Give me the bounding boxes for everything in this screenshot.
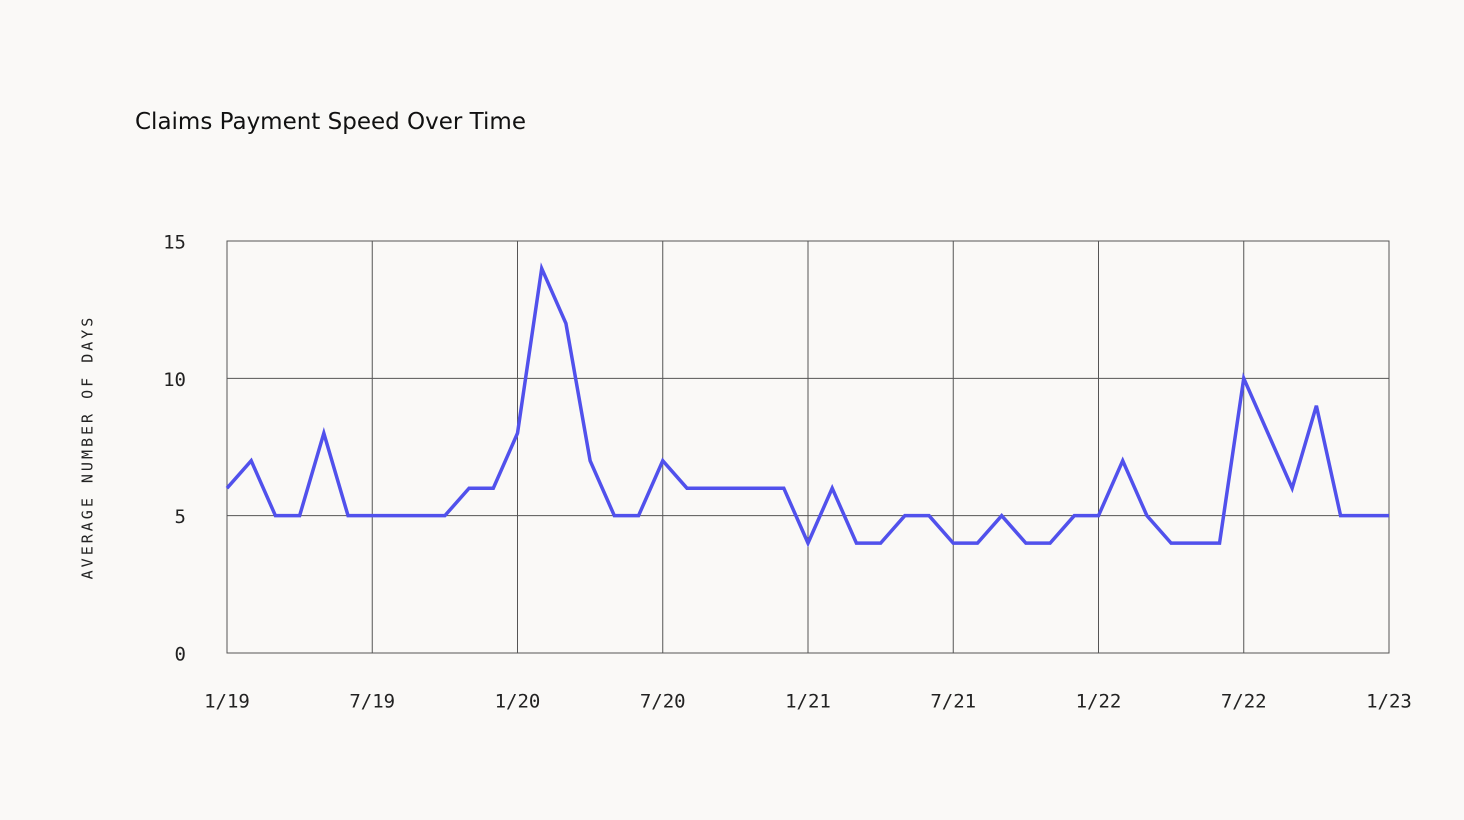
x-tick-label: 1/20 (495, 691, 541, 713)
x-tick-label: 7/21 (930, 691, 976, 713)
x-tick-label: 1/19 (204, 691, 250, 713)
x-tick-label: 7/22 (1221, 691, 1267, 713)
x-tick-label: 1/22 (1076, 691, 1122, 713)
x-tick-label: 7/20 (640, 691, 686, 713)
chart-title: Claims Payment Speed Over Time (135, 109, 526, 135)
y-axis-label: AVERAGE NUMBER OF DAYS (79, 315, 97, 580)
x-tick-label: 7/19 (349, 691, 395, 713)
x-tick-label: 1/21 (785, 691, 831, 713)
y-tick-label: 5 (175, 506, 186, 528)
y-tick-label: 0 (175, 644, 186, 666)
y-tick-label: 15 (163, 232, 186, 254)
x-tick-label: 1/23 (1366, 691, 1412, 713)
y-tick-label: 10 (163, 369, 186, 391)
data-line (225, 262, 1389, 548)
